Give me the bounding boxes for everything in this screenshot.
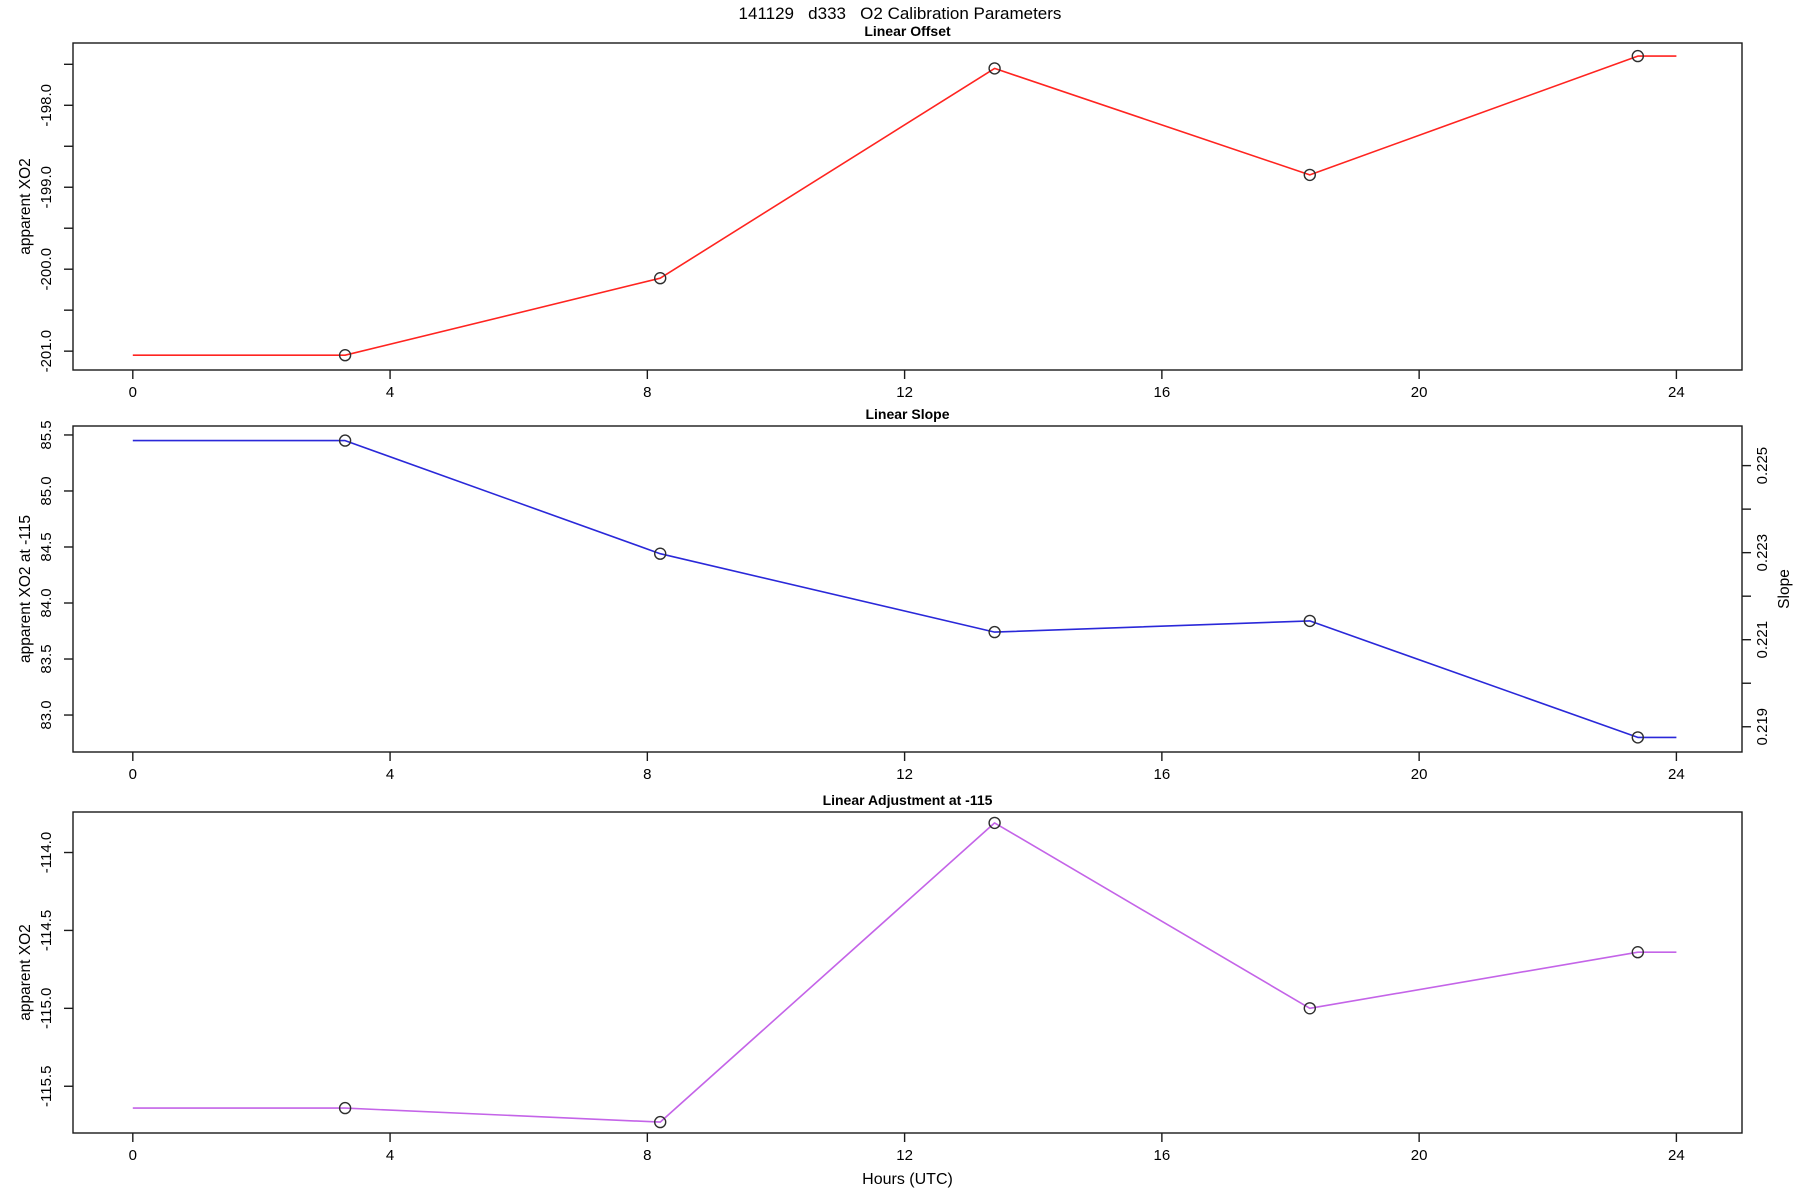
data-point [654, 1115, 667, 1129]
x-tick-label: 24 [1668, 384, 1685, 401]
data-point [988, 816, 1001, 830]
y-tick-label: -199.0 [38, 166, 55, 209]
plot-box [72, 811, 1743, 1134]
y-axis-title: apparent XO2 [17, 924, 34, 1021]
data-line [132, 439, 1677, 739]
data-point [1631, 946, 1645, 959]
y-tick-label: 85.0 [38, 476, 55, 505]
y-tick-label: 84.0 [38, 588, 55, 617]
x-tick-label: 20 [1411, 1147, 1428, 1164]
y-tick-label: 84.5 [38, 532, 55, 561]
x-tick-label: 20 [1411, 384, 1428, 401]
panel-adjustment: Linear Adjustment at -115 0 4 8 12 16 20 24 -115… [17, 792, 1743, 1164]
x-tick-label: 8 [643, 766, 651, 783]
data-point [1303, 614, 1317, 628]
x-tick-label: 16 [1154, 1147, 1171, 1164]
y-tick-label: -198.0 [38, 84, 55, 127]
y-tick-label: -115.5 [38, 1066, 55, 1107]
right-y-axis-title: Slope [1776, 569, 1793, 609]
y-tick-label: 83.5 [38, 644, 55, 673]
x-tick-label: 12 [896, 1147, 913, 1164]
data-line [132, 822, 1677, 1123]
right-y-tick-label: 0.223 [1754, 534, 1771, 572]
x-tick-label: 24 [1668, 1147, 1685, 1164]
y-tick-label: 83.0 [38, 700, 55, 729]
y-axis-title: apparent XO2 at -115 [17, 515, 34, 663]
right-y-tick-label: 0.221 [1754, 621, 1771, 659]
data-point [1631, 49, 1645, 63]
right-y-tick-label: 0.225 [1754, 447, 1771, 485]
data-point [988, 62, 1001, 75]
y-axis-title: apparent XO2 [17, 158, 34, 255]
x-tick-label: 16 [1154, 766, 1171, 783]
x-tick-label: 8 [643, 384, 651, 401]
y-tick-label: -114.0 [38, 832, 55, 873]
data-point [338, 1101, 352, 1115]
y-tick-label: -201.0 [38, 330, 55, 373]
panel-offset: Linear Offset 0 4 8 12 16 20 24 -201.0 -200.0 -199… [17, 23, 1743, 401]
y-tick-label: 85.5 [38, 420, 55, 449]
data-point [1631, 731, 1645, 744]
x-tick-label: 0 [129, 1147, 137, 1164]
x-tick-label: 20 [1411, 766, 1428, 783]
data-point [1303, 168, 1317, 182]
y-tick-label: -114.5 [38, 910, 55, 951]
plot-box [72, 425, 1743, 753]
panel-title: Linear Adjustment at -115 [823, 792, 993, 808]
y-tick-label: -200.0 [38, 248, 55, 291]
figure-title: 141129 d333 O2 Calibration Parameters [738, 4, 1062, 23]
right-y-tick-label: 0.219 [1754, 708, 1771, 746]
x-tick-label: 16 [1154, 384, 1171, 401]
x-tick-label: 4 [386, 384, 394, 401]
x-tick-label: 0 [129, 766, 137, 783]
x-tick-label: 12 [896, 384, 913, 401]
y-tick-label: -115.0 [38, 988, 55, 1029]
x-tick-label: 0 [129, 384, 137, 401]
x-tick-label: 12 [896, 766, 913, 783]
data-point [654, 547, 667, 560]
x-tick-label: 24 [1668, 766, 1685, 783]
x-axis-title: Hours (UTC) [862, 1171, 953, 1188]
data-point [338, 349, 352, 362]
data-line [132, 55, 1677, 357]
panel-title: Linear Offset [864, 23, 951, 39]
data-point [988, 625, 1001, 639]
x-tick-label: 4 [386, 766, 394, 783]
data-point [1303, 1002, 1317, 1015]
plot-box [72, 42, 1743, 371]
panel-title: Linear Slope [865, 406, 949, 422]
data-point [338, 434, 352, 447]
panel-slope: Linear Slope 0 4 8 12 16 20 24 83.0 83.5 84.0 84.5 8… [17, 406, 1793, 783]
x-tick-label: 4 [386, 1147, 394, 1164]
data-point [654, 272, 667, 285]
x-tick-label: 8 [643, 1147, 651, 1164]
